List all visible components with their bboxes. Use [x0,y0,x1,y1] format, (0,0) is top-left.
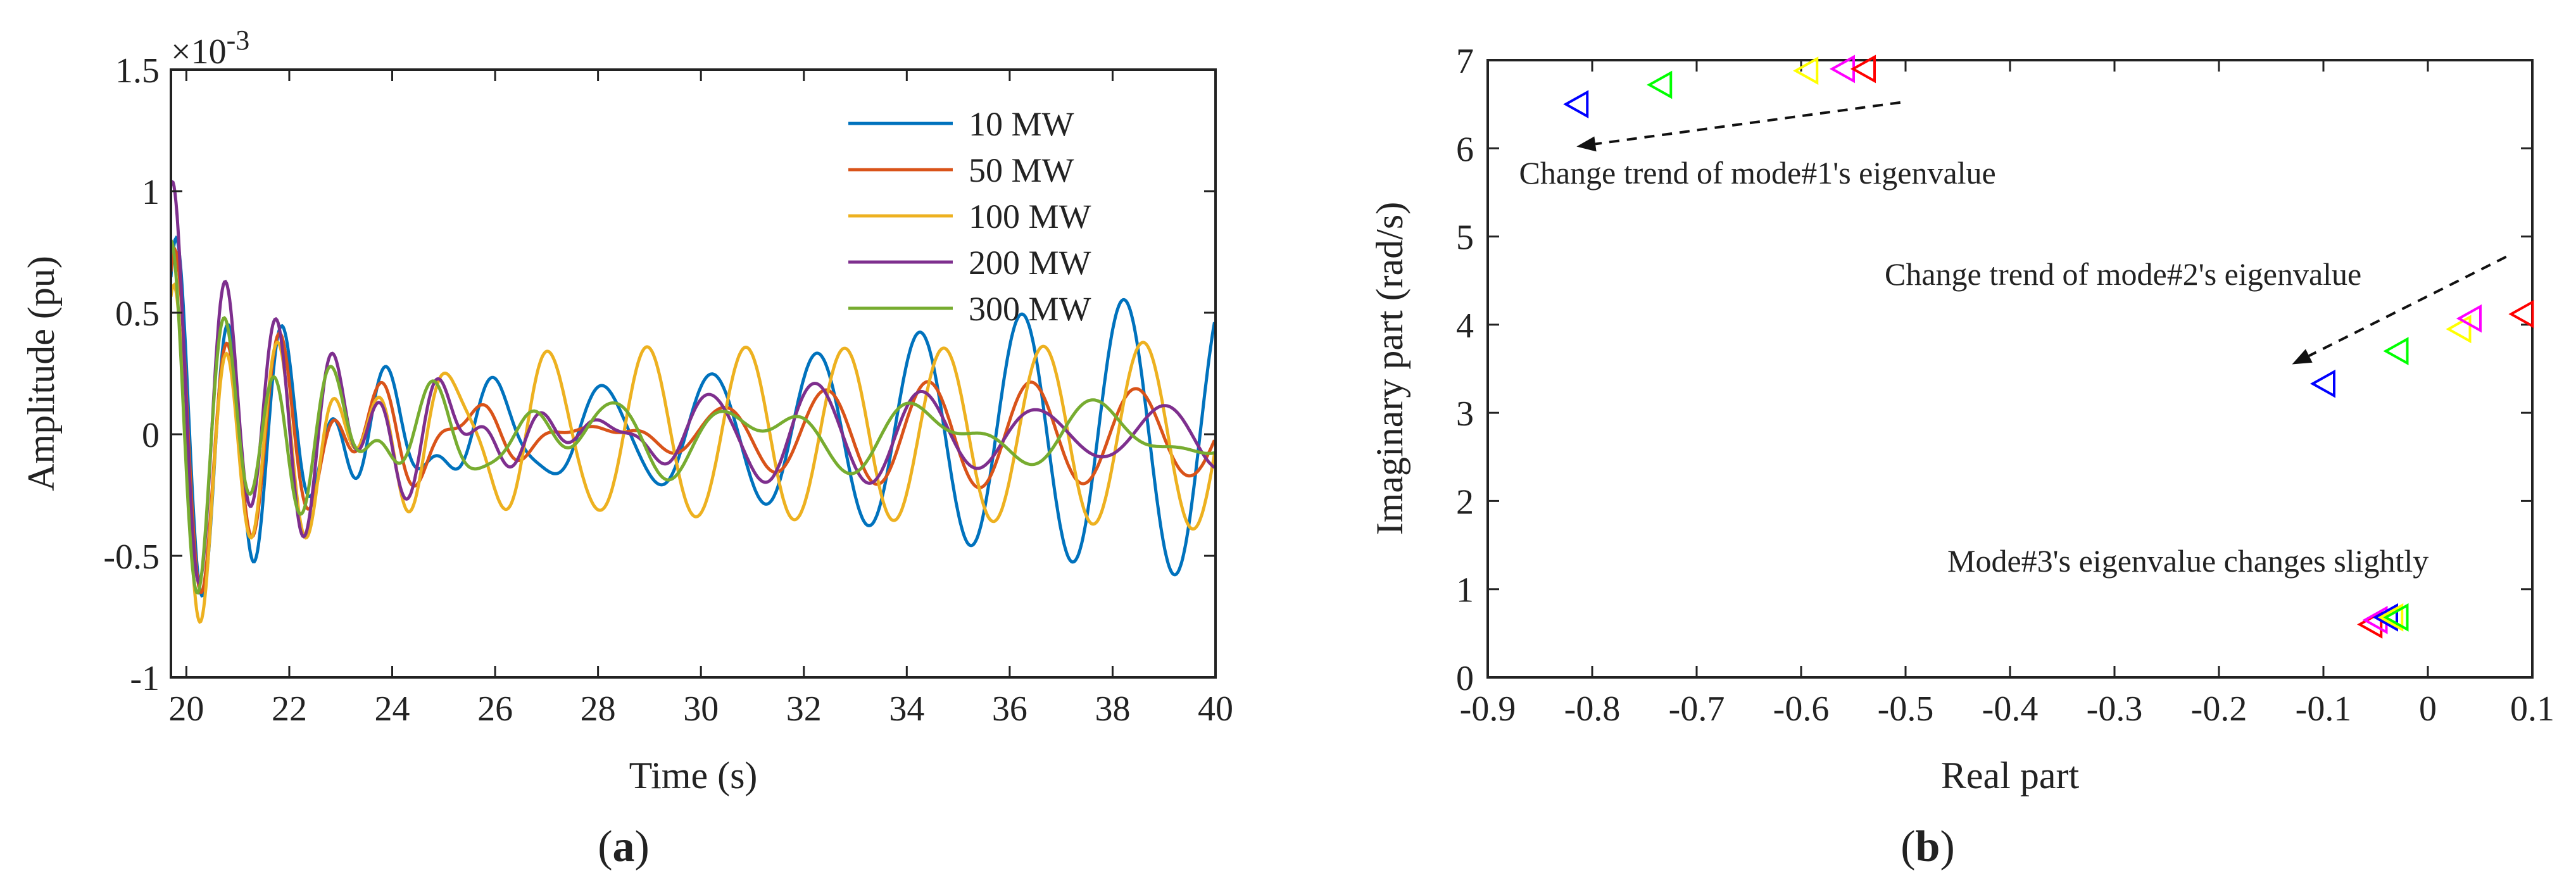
chart-b-eigenvalue-marker [1563,90,1589,119]
chart-b-annotation: Change trend of mode#1's eigenvalue [1519,155,1996,191]
chart-a-y-tick-label: 1 [142,173,160,212]
chart-a-exponent-base: ×10 [171,32,227,72]
chart-a-x-tick-label: 40 [1198,689,1233,729]
chart-b-eigenvalue-marker [2508,299,2534,329]
chart-b-eigenvalue-marker [2456,304,2482,333]
chart-b-x-label: Real part [1941,755,2080,796]
chart-b-x-tick-label: -0.6 [1773,689,1830,729]
chart-a-x-tick-label: 30 [683,689,719,729]
chart-a-legend-entry: 50 MW [969,151,1074,189]
chart-b-panel-open: ( [1901,822,1915,871]
chart-b-trend-arrow-head [1576,136,1597,152]
chart-a-panel-close: ) [635,822,650,871]
chart-a-panel-label: (a) [598,822,650,871]
chart-a-legend-entry: 200 MW [969,244,1091,282]
chart-b-trend-arrow-head [2292,349,2313,365]
chart-b-x-tick-label: -0.1 [2296,689,2352,729]
chart-a-y-label: Amplitude (pu) [20,256,62,491]
chart-b-x-tick-label: 0.1 [2510,689,2554,729]
chart-a-y-tick-label: 0 [142,416,160,455]
chart-b-x-tick-label: -0.8 [1564,689,1621,729]
chart-b-y-tick-label: 3 [1456,394,1474,434]
chart-b-y-tick-label: 5 [1456,218,1474,258]
chart-a-axes-box [170,68,1217,679]
chart-b-panel-letter: b [1916,822,1940,871]
chart-a-exponent: ×10-3 [171,25,249,72]
chart-b-trend-arrow-line [1595,101,1901,146]
chart-b-eigenvalue-marker [1793,56,1819,85]
chart-a-legend-entry: 10 MW [969,105,1074,143]
chart-b-x-tick-label: -0.5 [1878,689,1934,729]
chart-b-y-label: Imaginary part (rad/s) [1369,202,1411,535]
chart-a-legend-entry: 100 MW [969,198,1091,235]
chart-a-x-ticks: 20 22 24 26 28 30 32 34 36 38 40 [168,70,1233,729]
chart-b-y-tick-label: 0 [1456,659,1474,698]
chart-b-y-tick-label: 7 [1456,42,1474,81]
chart-b-x-tick-label: -0.7 [1669,689,1725,729]
chart-a-y-tick-label: -1 [130,659,160,698]
chart-a-series-line [171,239,1215,595]
chart-b-annotation: Mode#3's eigenvalue changes slightly [1947,543,2428,579]
chart-b-trend-arrow-line [2308,255,2507,357]
chart-a-legend-entry: 300 MW [969,290,1091,328]
chart-a-exponent-power: -3 [227,25,250,56]
chart-a-series-line [171,247,1216,594]
chart-a-legend: 10 MW 50 MW 100 MW 200 MW 300 MW [848,105,1091,328]
chart-b-eigenvalue-marker [2378,603,2404,632]
chart-b-eigenvalue-marker [2357,610,2383,639]
chart-b-eigenvalue-marker [1647,70,1673,99]
chart-a-y-tick-label: 0.5 [115,294,160,334]
chart-a-x-tick-label: 38 [1095,689,1130,729]
chart-a-x-label: Time (s) [629,755,758,796]
chart-a-lines [171,179,1216,624]
chart-b-annotation: Change trend of mode#2's eigenvalue [1885,256,2361,292]
chart-b-eigenvalue-marker [2309,369,2335,398]
chart-b-panel-close: ) [1940,822,1954,871]
chart-a-series-line [171,282,1216,624]
chart-b-annotations: Change trend of mode#1's eigenvalue Chang… [1519,155,2429,579]
chart-b-x-tick-label: -0.9 [1460,689,1516,729]
chart-b-y-tick-label: 1 [1456,571,1474,610]
chart-b-x-tick-label: -0.2 [2191,689,2247,729]
chart-a-y-tick-label: -0.5 [103,537,160,577]
chart-a-x-tick-label: 36 [992,689,1027,729]
chart-a: 20 22 24 26 28 30 32 34 36 38 40 -1 -0.5 0 0.5 1 1.5 ×1… [20,25,1233,871]
chart-a-x-tick-label: 22 [272,689,307,729]
chart-a-y-tick-label: 1.5 [115,51,160,91]
chart-b-eigenvalue-marker [2383,603,2409,632]
chart-b-y-tick-label: 6 [1456,130,1474,169]
chart-a-y-ticks: -1 -0.5 0 0.5 1 1.5 [103,51,1216,698]
chart-a-x-tick-label: 26 [477,689,513,729]
chart-b-arrows [1576,101,2507,365]
chart-b-eigenvalue-marker [1850,54,1876,84]
chart-b-axes-box [1486,59,2534,679]
chart-a-x-tick-label: 28 [581,689,616,729]
chart-a-panel-letter: a [613,822,635,871]
chart-b-x-tick-label: 0 [2419,689,2437,729]
chart-b-x-tick-label: -0.3 [2087,689,2143,729]
chart-b-panel-label: (b) [1901,822,1955,871]
chart-b-y-ticks: 0 1 2 3 4 5 6 7 [1456,42,2532,698]
chart-b-y-tick-label: 2 [1456,482,1474,522]
chart-b-eigenvalue-marker [2383,337,2409,366]
chart-b-x-ticks: -0.9 -0.8 -0.7 -0.6 -0.5 -0.4 -0.3 -0.2 -0.1 0 0.1 [1460,60,2554,729]
chart-b-y-tick-label: 4 [1456,306,1474,346]
chart-a-x-tick-label: 34 [889,689,924,729]
chart-a-x-tick-label: 24 [375,689,410,729]
chart-a-panel-open: ( [598,822,612,871]
chart-b-eigenvalue-marker [2372,603,2398,632]
chart-b-x-tick-label: -0.4 [1982,689,2039,729]
chart-a-x-tick-label: 20 [168,689,204,729]
chart-b-eigenvalue-marker [2446,315,2472,344]
chart-b: -0.9 -0.8 -0.7 -0.6 -0.5 -0.4 -0.3 -0.2 -0.1 0 0.1… [1369,42,2554,871]
chart-a-x-tick-label: 32 [786,689,822,729]
chart-b-points [1563,54,2534,639]
